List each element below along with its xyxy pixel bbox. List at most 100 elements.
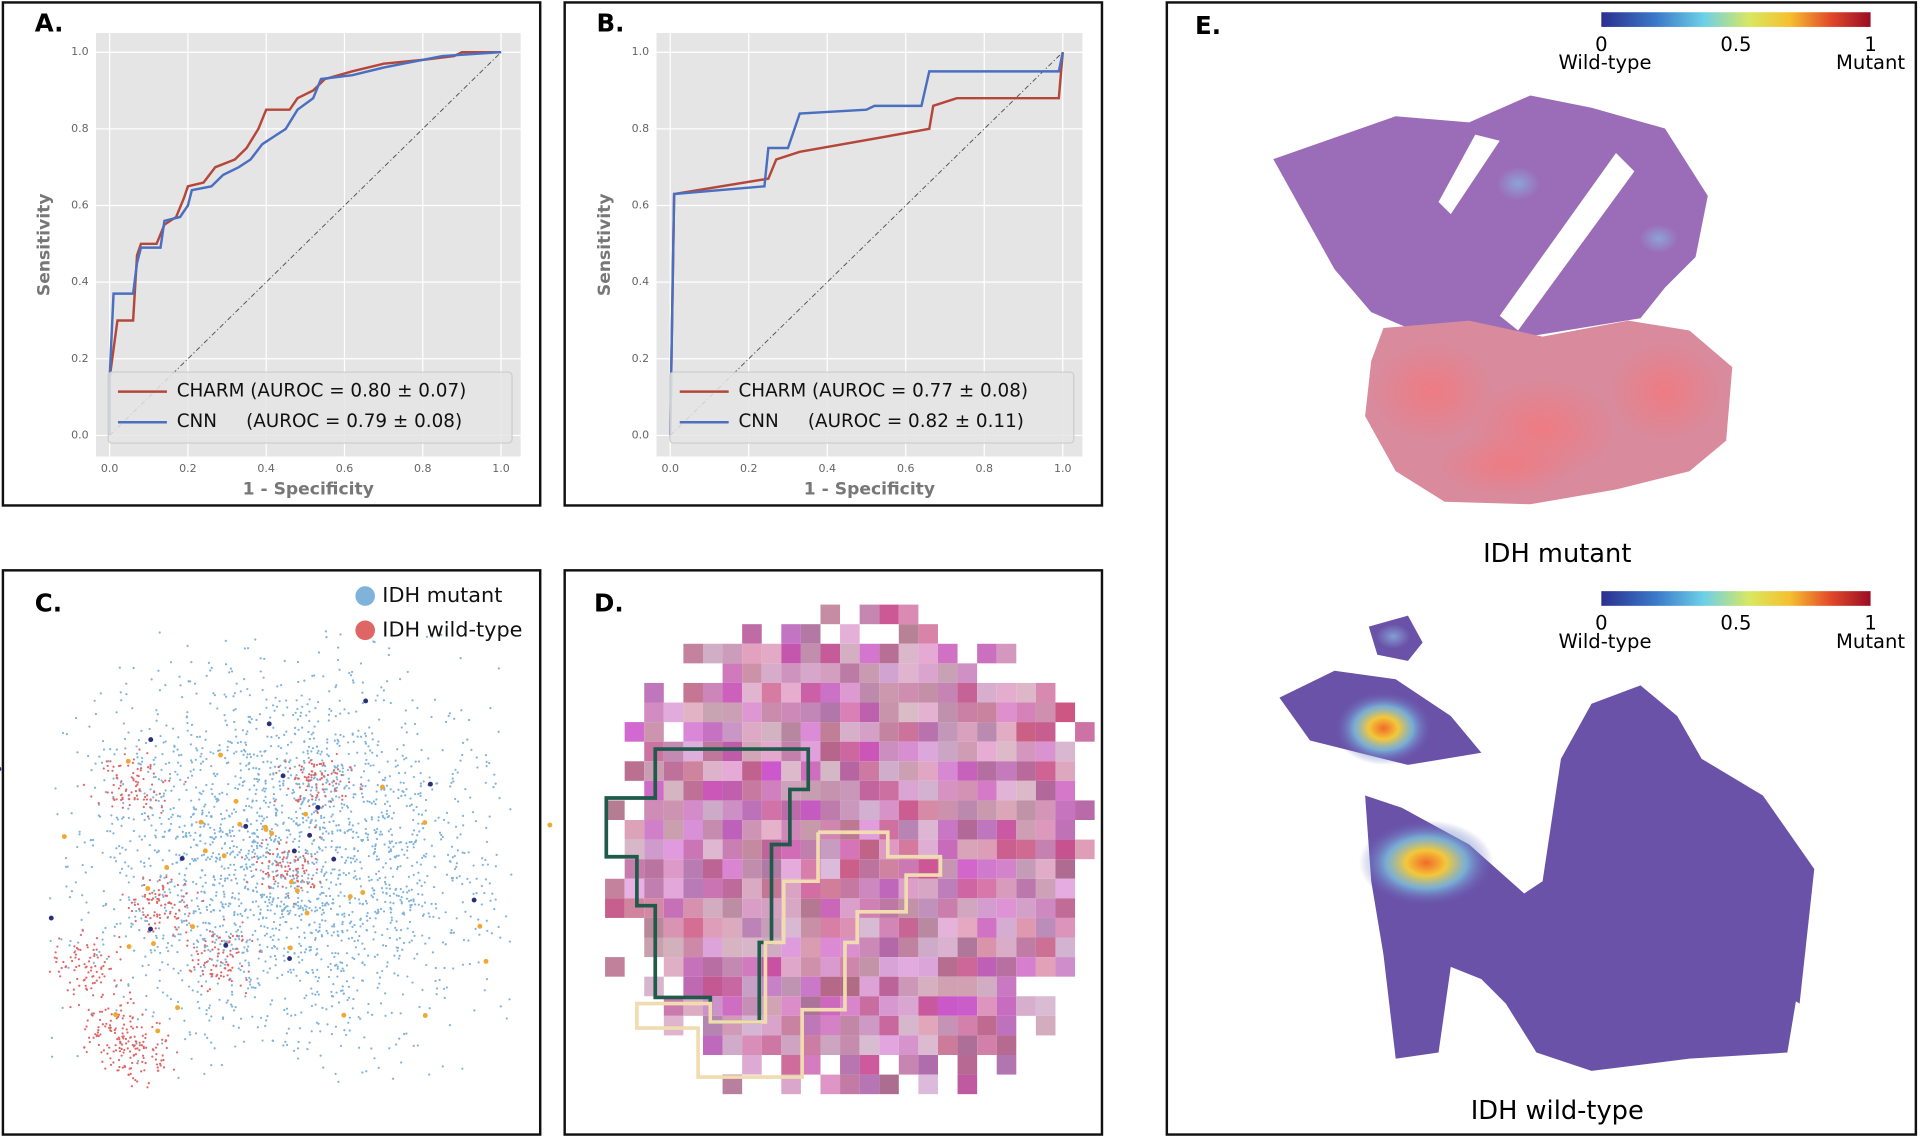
cloud-dot [78, 958, 80, 960]
cloud-dot [185, 832, 187, 834]
tile [820, 957, 840, 977]
cloud-dot [151, 899, 153, 901]
cloud-dot [290, 774, 292, 776]
cloud-dot [406, 898, 408, 900]
cloud-marker [363, 698, 368, 703]
cloud-dot [298, 915, 300, 917]
cloud-dot [107, 791, 109, 793]
cloud-dot [354, 875, 356, 877]
cloud-dot [222, 831, 224, 833]
cloud-dot [302, 817, 304, 819]
tile [723, 1016, 743, 1036]
cloud-dot [380, 1002, 382, 1004]
cloud-dot [276, 735, 278, 737]
cloud-dot [350, 857, 352, 859]
cloud-dot [383, 910, 385, 912]
tile [781, 644, 801, 664]
cloud-dot [481, 885, 483, 887]
cloud-dot [290, 928, 292, 930]
cloud-dot [382, 866, 384, 868]
cloud-dot [193, 768, 195, 770]
cloud-dot [196, 991, 198, 993]
cloud-dot [186, 892, 188, 894]
cloud-dot [345, 795, 347, 797]
cloud-dot [375, 873, 377, 875]
tile [625, 722, 645, 742]
cloud-dot [392, 846, 394, 848]
cloud-dot [341, 914, 343, 916]
cloud-dot [199, 736, 201, 738]
cloud-dot [342, 967, 344, 969]
cloud-dot [276, 706, 278, 708]
cloud-dot [297, 901, 299, 903]
cloud-dot [174, 926, 176, 928]
cloud-dot [333, 868, 335, 870]
cloud-dot [157, 1066, 159, 1068]
cloud-dot [335, 783, 337, 785]
tile [860, 742, 880, 762]
tile [683, 977, 703, 997]
cloud-dot [245, 979, 247, 981]
cloud-dot [433, 886, 435, 888]
cloud-marker [315, 805, 320, 810]
cloud-dot [123, 1049, 125, 1051]
cloud-dot [190, 929, 192, 931]
cloud-dot [86, 1051, 88, 1053]
cloud-dot [227, 877, 229, 879]
cloud-dot [308, 773, 310, 775]
cloud-dot [342, 771, 344, 773]
cloud-dot [315, 858, 317, 860]
tile [801, 644, 821, 664]
cloud-dot [88, 960, 90, 962]
cloud-dot [266, 905, 268, 907]
cloud-dot [331, 833, 333, 835]
tile [820, 644, 840, 664]
cloud-dot [392, 791, 394, 793]
cloud-dot [415, 761, 417, 763]
x-tick-label: 0.0 [101, 462, 119, 475]
cloud-dot [143, 884, 145, 886]
cloud-dot [211, 975, 213, 977]
cloud-dot [345, 785, 347, 787]
cloud-dot [123, 1015, 125, 1017]
cloud-dot [103, 890, 105, 892]
tile [977, 1016, 997, 1036]
cloud-dot [140, 917, 142, 919]
cloud-dot [386, 801, 388, 803]
cloud-dot [152, 1015, 154, 1017]
cloud-dot [210, 751, 212, 753]
cloud-dot [347, 741, 349, 743]
tile [820, 840, 840, 860]
cloud-dot [156, 1022, 158, 1024]
cloud-dot [235, 1006, 237, 1008]
cloud-dot [69, 944, 71, 946]
cloud-dot [424, 881, 426, 883]
cloud-dot [241, 915, 243, 917]
cloud-dot [321, 919, 323, 921]
cloud-dot [308, 757, 310, 759]
cloud-dot [445, 911, 447, 913]
cloud-dot [407, 927, 409, 929]
cloud-dot [339, 780, 341, 782]
cloud-dot [136, 849, 138, 851]
cloud-dot [330, 801, 332, 803]
cloud-dot [172, 935, 174, 937]
x-tick-label: 0.8 [414, 462, 431, 475]
tile [762, 781, 782, 801]
cloud-dot [265, 782, 267, 784]
cloud-dot [330, 881, 332, 883]
cloud-marker [484, 959, 489, 964]
cloud-dot [104, 927, 106, 929]
tile [683, 644, 703, 664]
cloud-dot [352, 1007, 354, 1009]
cloud-dot [314, 772, 316, 774]
cloud-dot [390, 788, 392, 790]
cloud-dot [257, 836, 259, 838]
cloud-dot [60, 938, 62, 940]
cloud-dot [321, 868, 323, 870]
cloud-dot [482, 864, 484, 866]
cloud-dot [229, 950, 231, 952]
tile [644, 840, 664, 860]
cloud-dot [325, 636, 327, 638]
cloud-dot [231, 812, 233, 814]
